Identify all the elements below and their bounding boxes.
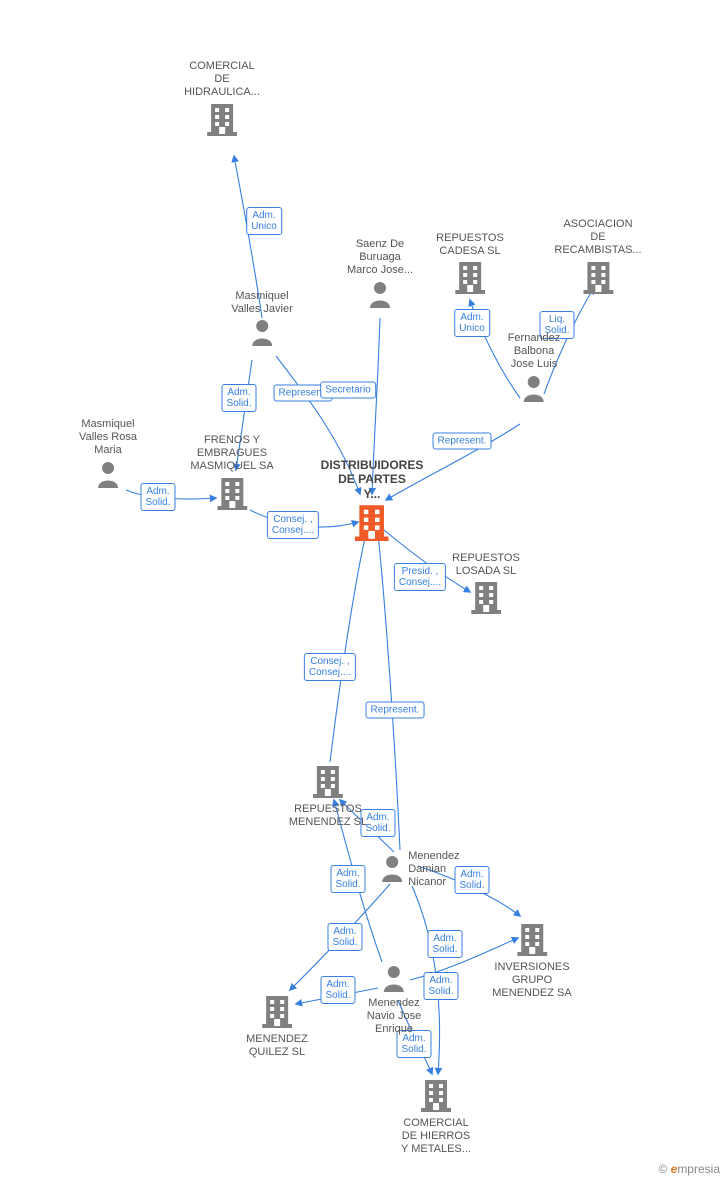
node-label: MENENDEZ QUILEZ SL	[246, 1033, 308, 1059]
building-icon	[583, 260, 613, 299]
node-label: ASOCIACION DE RECAMBISTAS...	[554, 218, 641, 258]
edge-label: Adm. Solid.	[454, 866, 489, 894]
node-comercial_hierros[interactable]: COMERCIAL DE HIERROS Y METALES...	[401, 1076, 471, 1157]
building-icon	[517, 922, 547, 961]
node-label: REPUESTOS LOSADA SL	[452, 552, 520, 578]
person-icon	[250, 318, 274, 351]
person-icon	[382, 964, 406, 997]
node-masmiquel_rosa[interactable]: Masmiquel Valles Rosa Maria	[79, 418, 137, 493]
edge-label: Adm. Solid.	[330, 865, 365, 893]
node-menendez_damian[interactable]: Menendez Damian Nicanor	[380, 850, 459, 890]
node-label: Masmiquel Valles Rosa Maria	[79, 418, 137, 458]
person-icon	[96, 460, 120, 493]
node-label: DISTRIBUIDORES DE PARTES Y...	[321, 458, 424, 501]
node-inversiones_grupo[interactable]: INVERSIONES GRUPO MENENDEZ SA	[492, 920, 571, 1001]
edge-label: Adm. Solid.	[427, 930, 462, 958]
node-label: Masmiquel Valles Javier	[231, 290, 293, 316]
edge-label: Adm. Solid.	[320, 976, 355, 1004]
building-icon	[421, 1078, 451, 1117]
building-icon	[455, 260, 485, 299]
node-label: FRENOS Y EMBRAGUES MASMIQUEL SA	[190, 434, 273, 474]
edge	[330, 534, 366, 762]
node-label: Menendez Damian Nicanor	[408, 850, 459, 890]
footer-copyright: © empresia	[658, 1162, 720, 1176]
edge-label: Adm. Solid.	[327, 923, 362, 951]
node-frenos_embragues[interactable]: FRENOS Y EMBRAGUES MASMIQUEL SA	[190, 434, 273, 515]
edge-label: Adm. Unico	[454, 309, 490, 337]
brand-rest: mpresia	[677, 1162, 720, 1176]
edge-label: Represent.	[366, 702, 425, 719]
building-icon	[313, 764, 343, 803]
node-label: Fernandez Balbona Jose Luis	[508, 332, 561, 372]
node-menendez_navio[interactable]: Menendez Navio Jose Enrique	[367, 962, 421, 1037]
edge-label: Adm. Solid.	[221, 384, 256, 412]
edge-label: Adm. Unico	[246, 207, 282, 235]
edge-label: Represent.	[433, 433, 492, 450]
node-label: REPUESTOS MENENDEZ SL	[289, 803, 367, 829]
person-icon	[380, 854, 404, 887]
edge-label: Adm. Solid.	[140, 483, 175, 511]
edges-layer	[0, 0, 728, 1180]
node-label: REPUESTOS CADESA SL	[436, 232, 504, 258]
edge-label: Adm. Solid.	[423, 972, 458, 1000]
node-menendez_quilez[interactable]: MENENDEZ QUILEZ SL	[246, 992, 308, 1059]
edge-label: Secretario	[320, 382, 376, 399]
node-repuestos_cadesa[interactable]: REPUESTOS CADESA SL	[436, 232, 504, 299]
node-central[interactable]: DISTRIBUIDORES DE PARTES Y...	[321, 458, 424, 546]
building-icon	[262, 994, 292, 1033]
edge-label: Consej. , Consej....	[304, 653, 356, 681]
node-repuestos_losada[interactable]: REPUESTOS LOSADA SL	[452, 552, 520, 619]
node-label: Menendez Navio Jose Enrique	[367, 997, 421, 1037]
network-diagram: Adm. Unico Adm. Solid. Represent. Secretari…	[0, 0, 728, 1180]
node-masmiquel_javier[interactable]: Masmiquel Valles Javier	[231, 290, 293, 351]
node-fernandez_balbona[interactable]: Fernandez Balbona Jose Luis	[508, 332, 561, 407]
node-comercial_hidraulica[interactable]: COMERCIAL DE HIDRAULICA...	[184, 60, 260, 141]
edge-label: Presid. , Consej....	[394, 563, 446, 591]
building-icon	[471, 580, 501, 619]
copyright-symbol: ©	[658, 1162, 667, 1176]
building-icon	[217, 476, 247, 515]
person-icon	[522, 374, 546, 407]
edge-label: Consej. , Consej....	[267, 511, 319, 539]
node-label: Saenz De Buruaga Marco Jose...	[347, 238, 413, 278]
node-saenz[interactable]: Saenz De Buruaga Marco Jose...	[347, 238, 413, 313]
node-asociacion_recambistas[interactable]: ASOCIACION DE RECAMBISTAS...	[554, 218, 641, 299]
node-label: COMERCIAL DE HIDRAULICA...	[184, 60, 260, 100]
building-icon	[207, 102, 237, 141]
node-label: INVERSIONES GRUPO MENENDEZ SA	[492, 961, 571, 1001]
building-icon	[355, 503, 389, 546]
node-repuestos_menendez[interactable]: REPUESTOS MENENDEZ SL	[289, 762, 367, 829]
person-icon	[368, 280, 392, 313]
node-label: COMERCIAL DE HIERROS Y METALES...	[401, 1117, 471, 1157]
